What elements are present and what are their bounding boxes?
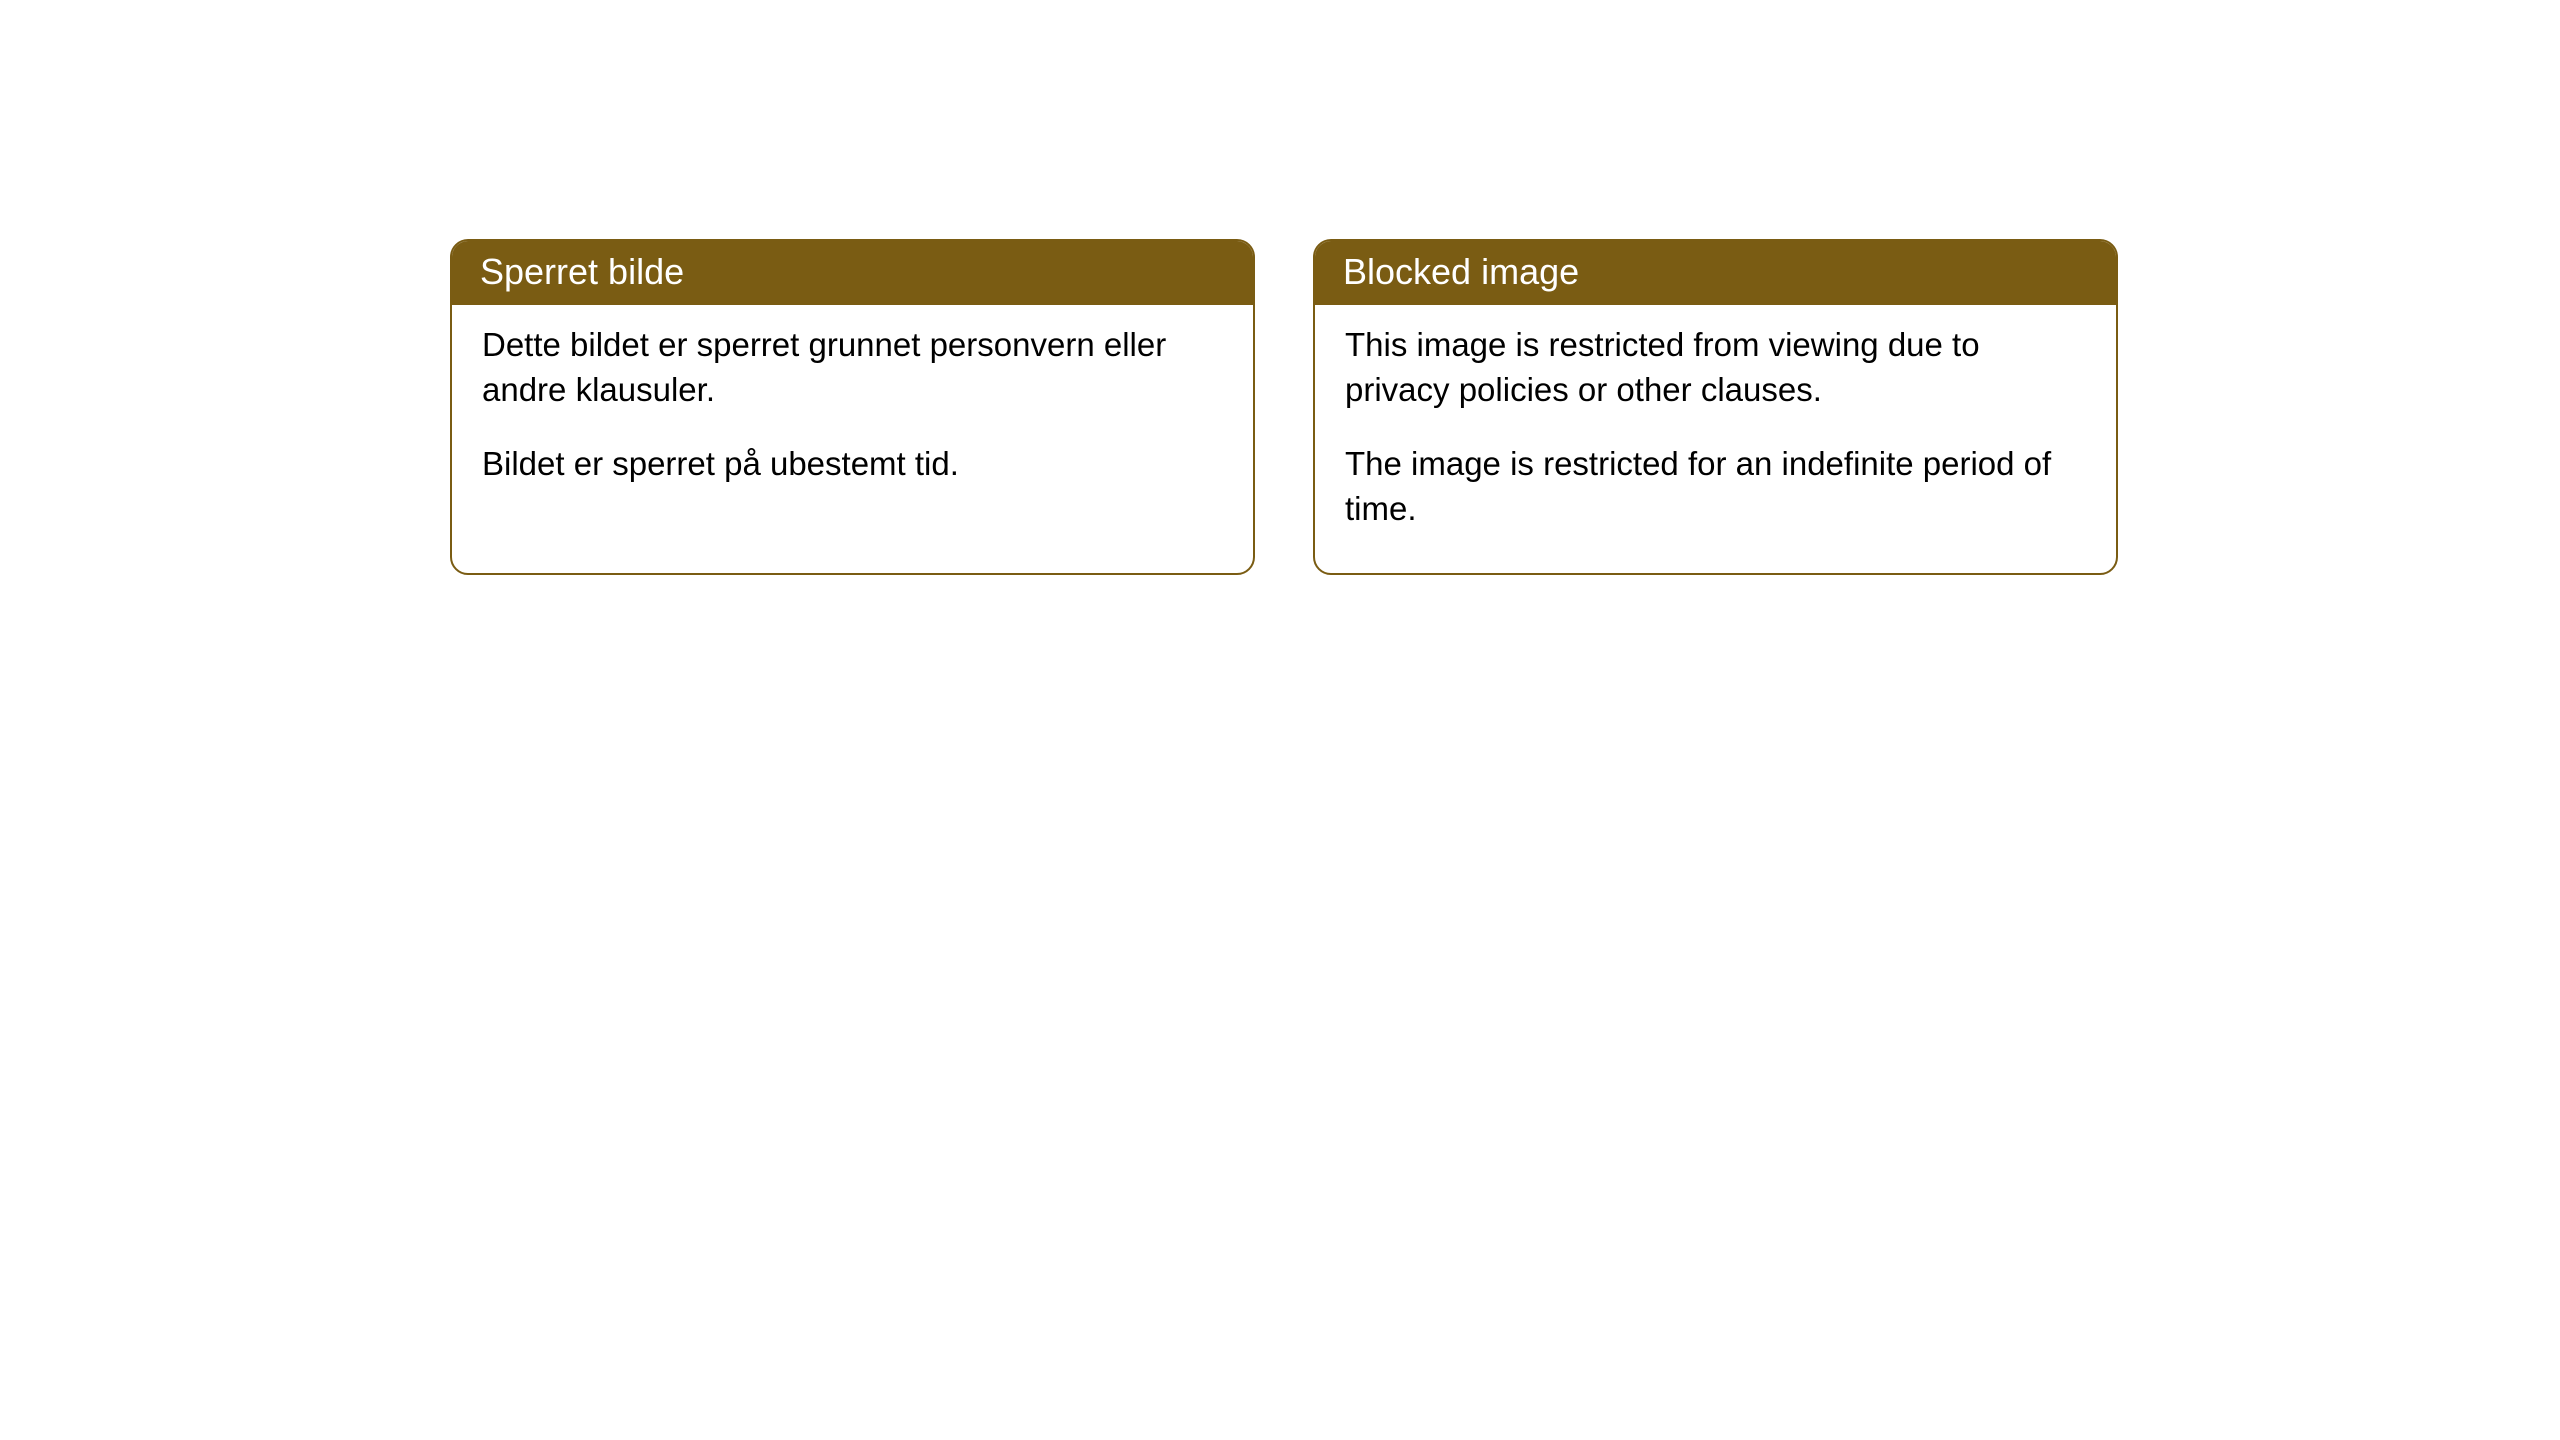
card-paragraph: This image is restricted from viewing du… — [1345, 323, 2086, 412]
blocked-image-card-norwegian: Sperret bilde Dette bildet er sperret gr… — [450, 239, 1255, 575]
notice-cards-container: Sperret bilde Dette bildet er sperret gr… — [450, 239, 2118, 575]
card-header-norwegian: Sperret bilde — [452, 241, 1253, 305]
blocked-image-card-english: Blocked image This image is restricted f… — [1313, 239, 2118, 575]
card-paragraph: Dette bildet er sperret grunnet personve… — [482, 323, 1223, 412]
card-header-english: Blocked image — [1315, 241, 2116, 305]
card-paragraph: The image is restricted for an indefinit… — [1345, 442, 2086, 531]
card-body-norwegian: Dette bildet er sperret grunnet personve… — [452, 305, 1253, 529]
card-body-english: This image is restricted from viewing du… — [1315, 305, 2116, 573]
card-title-norwegian: Sperret bilde — [480, 251, 684, 292]
card-title-english: Blocked image — [1343, 251, 1579, 292]
card-paragraph: Bildet er sperret på ubestemt tid. — [482, 442, 1223, 487]
